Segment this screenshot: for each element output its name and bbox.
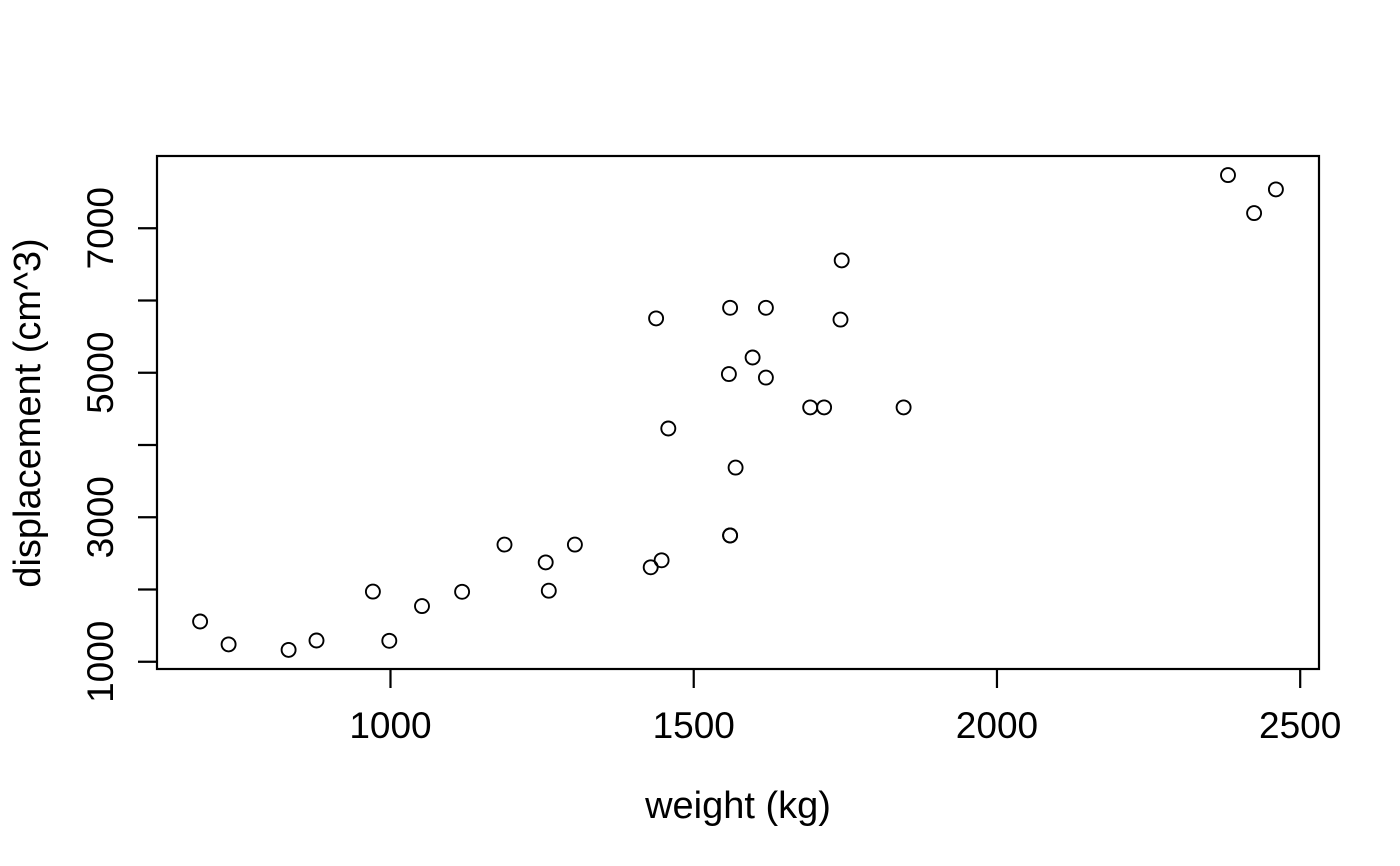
data-point: [414, 598, 430, 615]
x-tick-label: 1000: [349, 705, 431, 746]
data-point: [540, 582, 557, 599]
data-point: [308, 632, 325, 649]
y-tick-label: 5000: [80, 332, 121, 414]
data-point: [280, 641, 297, 658]
y-axis-title: displacement (cm^3): [7, 238, 49, 587]
data-point: [757, 299, 774, 316]
data-point: [1246, 205, 1263, 222]
x-axis-title: weight (kg): [644, 785, 831, 827]
data-point: [1267, 181, 1284, 198]
data-point: [566, 536, 583, 553]
data-point: [744, 349, 761, 366]
x-tick-label: 1500: [653, 705, 735, 746]
y-tick-label: 7000: [80, 187, 121, 269]
data-point: [722, 299, 739, 316]
data-point: [381, 632, 398, 649]
data-point: [720, 366, 737, 383]
y-tick-label: 3000: [80, 476, 121, 558]
data-point: [727, 459, 744, 476]
data-point: [833, 252, 850, 269]
data-point: [220, 636, 237, 653]
data-point: [832, 311, 849, 328]
data-point: [802, 399, 819, 416]
data-point: [816, 399, 833, 416]
data-point: [192, 613, 209, 630]
data-point: [364, 583, 381, 600]
data-point: [537, 554, 554, 571]
data-point: [722, 527, 739, 544]
y-tick-label: 1000: [80, 621, 121, 703]
data-point: [642, 559, 659, 576]
x-tick-label: 2500: [1259, 705, 1341, 746]
data-point: [496, 536, 513, 553]
data-point: [757, 369, 774, 386]
data-point: [895, 399, 912, 416]
data-point: [653, 552, 670, 569]
data-point: [454, 583, 471, 600]
data-point: [648, 310, 665, 327]
plot-box: [155, 154, 1321, 671]
data-point: [660, 420, 677, 437]
data-point: [1220, 167, 1236, 184]
x-tick-label: 2000: [956, 705, 1038, 746]
